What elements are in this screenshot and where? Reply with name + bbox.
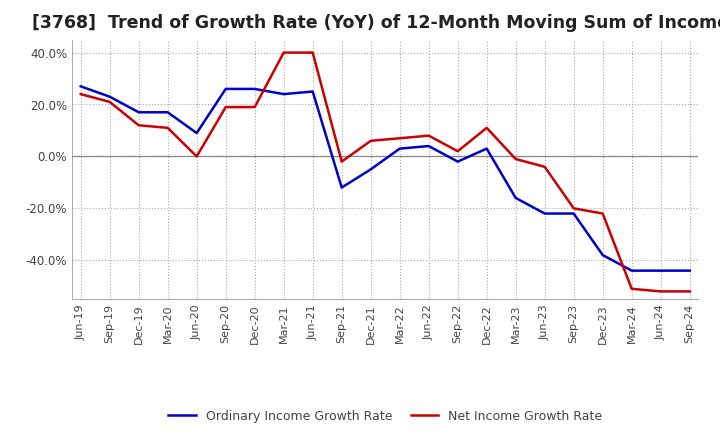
Ordinary Income Growth Rate: [511, 195, 520, 201]
Line: Ordinary Income Growth Rate: Ordinary Income Growth Rate: [81, 86, 690, 271]
Ordinary Income Growth Rate: [424, 143, 433, 149]
Ordinary Income Growth Rate: [627, 268, 636, 273]
Net Income Growth Rate: [482, 125, 491, 131]
Ordinary Income Growth Rate: [163, 110, 172, 115]
Ordinary Income Growth Rate: [308, 89, 317, 94]
Ordinary Income Growth Rate: [135, 110, 143, 115]
Net Income Growth Rate: [105, 99, 114, 105]
Net Income Growth Rate: [366, 138, 375, 143]
Title: [3768]  Trend of Growth Rate (YoY) of 12-Month Moving Sum of Incomes: [3768] Trend of Growth Rate (YoY) of 12-…: [32, 15, 720, 33]
Net Income Growth Rate: [424, 133, 433, 138]
Net Income Growth Rate: [221, 104, 230, 110]
Ordinary Income Growth Rate: [482, 146, 491, 151]
Ordinary Income Growth Rate: [338, 185, 346, 190]
Net Income Growth Rate: [511, 156, 520, 161]
Ordinary Income Growth Rate: [598, 253, 607, 258]
Ordinary Income Growth Rate: [76, 84, 85, 89]
Net Income Growth Rate: [541, 164, 549, 169]
Ordinary Income Growth Rate: [395, 146, 404, 151]
Net Income Growth Rate: [454, 149, 462, 154]
Net Income Growth Rate: [685, 289, 694, 294]
Net Income Growth Rate: [279, 50, 288, 55]
Net Income Growth Rate: [338, 159, 346, 164]
Net Income Growth Rate: [308, 50, 317, 55]
Net Income Growth Rate: [135, 123, 143, 128]
Legend: Ordinary Income Growth Rate, Net Income Growth Rate: Ordinary Income Growth Rate, Net Income …: [163, 405, 608, 428]
Net Income Growth Rate: [192, 154, 201, 159]
Net Income Growth Rate: [163, 125, 172, 131]
Net Income Growth Rate: [570, 205, 578, 211]
Net Income Growth Rate: [657, 289, 665, 294]
Net Income Growth Rate: [395, 136, 404, 141]
Ordinary Income Growth Rate: [279, 92, 288, 97]
Ordinary Income Growth Rate: [685, 268, 694, 273]
Ordinary Income Growth Rate: [541, 211, 549, 216]
Ordinary Income Growth Rate: [657, 268, 665, 273]
Line: Net Income Growth Rate: Net Income Growth Rate: [81, 52, 690, 291]
Net Income Growth Rate: [251, 104, 259, 110]
Ordinary Income Growth Rate: [570, 211, 578, 216]
Net Income Growth Rate: [76, 92, 85, 97]
Ordinary Income Growth Rate: [221, 86, 230, 92]
Ordinary Income Growth Rate: [105, 94, 114, 99]
Ordinary Income Growth Rate: [251, 86, 259, 92]
Ordinary Income Growth Rate: [454, 159, 462, 164]
Ordinary Income Growth Rate: [366, 167, 375, 172]
Ordinary Income Growth Rate: [192, 130, 201, 136]
Net Income Growth Rate: [627, 286, 636, 291]
Net Income Growth Rate: [598, 211, 607, 216]
